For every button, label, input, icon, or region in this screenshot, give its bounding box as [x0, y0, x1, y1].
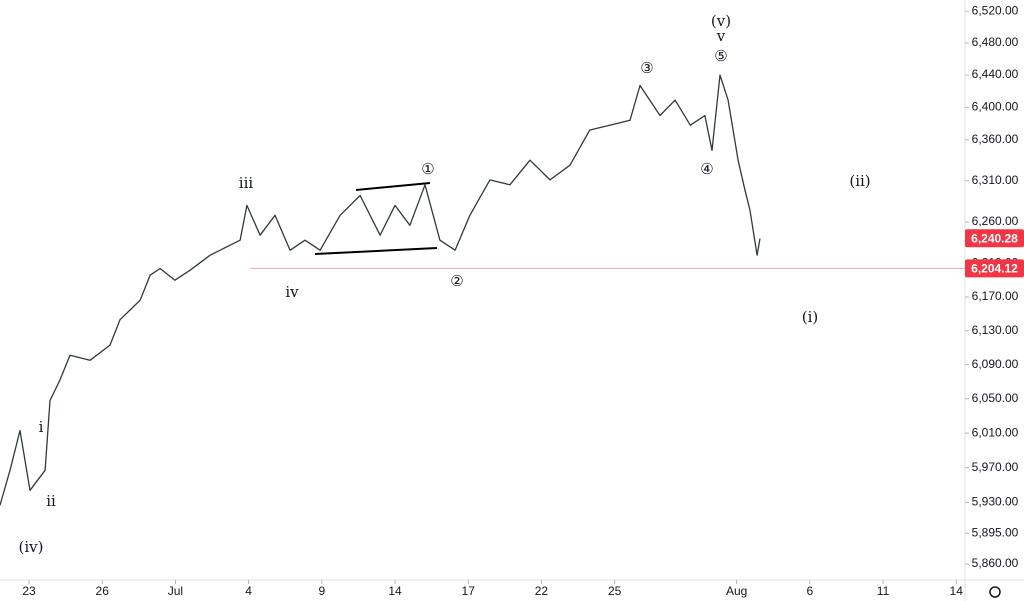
wave-label: iv — [285, 283, 299, 301]
wave-label: (iv) — [19, 538, 44, 556]
x-tick-label: 4 — [245, 584, 252, 598]
x-tick-label: 14 — [950, 584, 964, 598]
y-tick-label: 6,310.00 — [972, 173, 1019, 187]
annotations: (iv) i ii iii iv ① ② ③ ④ ⑤ (v) v (i) (ii… — [19, 12, 871, 556]
settings-icon[interactable] — [989, 586, 1001, 598]
y-tick-label: 6,440.00 — [972, 67, 1019, 81]
y-tick-label: 6,400.00 — [972, 100, 1019, 114]
price-tag — [965, 229, 1024, 248]
wave-label: (ii) — [849, 172, 870, 190]
wave-label: iii — [239, 174, 254, 192]
wave-label: ② — [450, 272, 463, 290]
x-tick-label: 22 — [535, 584, 549, 598]
y-tick-label: 5,970.00 — [972, 460, 1019, 474]
price-tag — [965, 259, 1024, 278]
wave-label: ④ — [700, 160, 713, 178]
wave-label: ii — [46, 492, 56, 510]
y-tick-label: 6,520.00 — [972, 3, 1019, 17]
x-tick-label: 9 — [318, 584, 325, 598]
x-tick-label: 14 — [388, 584, 402, 598]
x-tick-label: 6 — [806, 584, 813, 598]
price-line — [0, 74, 761, 506]
trendline — [314, 247, 438, 255]
x-tick-label: 11 — [877, 584, 890, 598]
wave-label: ③ — [640, 59, 653, 77]
y-tick-label: 6,050.00 — [972, 391, 1019, 405]
y-tick-label: 5,930.00 — [972, 495, 1019, 509]
price-tag-label: 6,240.28 — [971, 231, 1018, 245]
wave-label: v — [716, 27, 726, 45]
wave-label: ⑤ — [714, 47, 727, 65]
x-tick-label: 26 — [96, 584, 110, 598]
price-tag-label: 6,204.12 — [971, 262, 1018, 276]
settings-icon[interactable] — [989, 586, 1001, 598]
wave-label: (v) — [711, 12, 731, 30]
wave-label: (i) — [802, 308, 819, 326]
x-tick-label: 23 — [22, 584, 36, 598]
x-tick-label: 25 — [608, 584, 622, 598]
y-tick-label: 6,360.00 — [972, 132, 1019, 146]
y-tick-label: 6,480.00 — [972, 35, 1019, 49]
wave-label: ① — [421, 160, 434, 178]
y-tick-label: 6,090.00 — [972, 357, 1019, 371]
trendline — [355, 182, 431, 191]
y-tick-label: 6,170.00 — [972, 289, 1019, 303]
x-tick-label: Jul — [168, 584, 183, 598]
y-tick-label: 6,130.00 — [972, 323, 1019, 337]
wave-label: i — [39, 418, 44, 436]
y-tick-label: 5,895.00 — [972, 525, 1019, 539]
x-tick-label: 17 — [462, 584, 476, 598]
y-tick-label: 6,260.00 — [972, 214, 1019, 228]
x-tick-label: Aug — [726, 584, 747, 598]
y-tick-label: 5,860.00 — [972, 556, 1019, 570]
y-tick-label: 6,010.00 — [972, 425, 1019, 439]
